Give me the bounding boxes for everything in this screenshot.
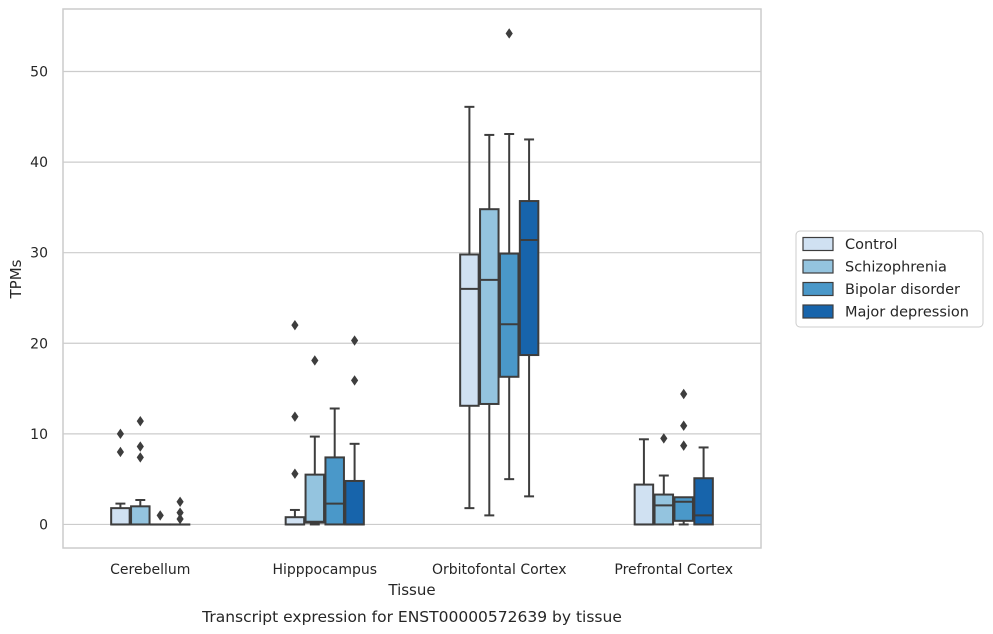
box-group [673, 388, 694, 526]
box-group [479, 133, 500, 517]
box-group [284, 319, 306, 526]
outlier-point [176, 496, 184, 507]
legend-label: Major depression [845, 305, 969, 321]
box-group [110, 428, 131, 526]
legend-swatch [802, 281, 834, 297]
legend-label: Bipolar disorder [845, 282, 960, 298]
y-axis-ticks: 0 10 20 30 40 50 [30, 65, 48, 534]
outlier-point [680, 388, 688, 400]
x-axis-ticks: Cerebellum Hipppocampus Orbitofontal Corte… [110, 562, 733, 578]
box-iqr [284, 516, 306, 526]
legend-swatch [802, 304, 834, 319]
box-iqr [653, 493, 675, 526]
box-group [693, 446, 714, 526]
outlier-point [291, 411, 299, 422]
outlier-point [311, 355, 319, 366]
box-iqr [130, 505, 151, 526]
box-group [498, 28, 520, 481]
x-tick-label: Hipppocampus [272, 562, 377, 578]
outlier-point [291, 319, 299, 331]
box-iqr [518, 200, 540, 357]
outlier-point [176, 513, 184, 525]
box-group [344, 335, 365, 526]
outlier-point [116, 428, 125, 440]
outlier-point [505, 28, 513, 39]
box-iqr [633, 483, 655, 526]
x-tick-label: Orbitofontal Cortex [432, 562, 567, 578]
outlier-point [176, 507, 184, 518]
x-tick-label: Prefrontal Cortex [614, 562, 733, 578]
box-group [633, 438, 655, 526]
box-group [324, 407, 345, 526]
y-axis-label: TPMs [7, 259, 25, 299]
box-group [149, 510, 171, 526]
outlier-point [156, 510, 164, 521]
outlier-point [350, 335, 359, 346]
box-group [130, 415, 151, 526]
box-iqr [459, 253, 480, 407]
y-tick-label: 0 [39, 517, 48, 533]
box-group [169, 496, 191, 526]
y-tick-label: 10 [30, 427, 48, 443]
x-tick-label: Cerebellum [110, 562, 190, 578]
outlier-point [680, 420, 688, 431]
outlier-point [136, 441, 144, 452]
box-iqr [110, 507, 131, 526]
outlier-point [136, 452, 144, 463]
box-iqr [673, 496, 694, 522]
outlier-point [136, 415, 144, 427]
box-group [518, 138, 540, 498]
box-iqr [304, 473, 326, 524]
x-axis-label: Tissue [387, 581, 435, 599]
outlier-point [350, 375, 359, 386]
box-group [459, 105, 480, 510]
y-tick-label: 40 [30, 155, 48, 171]
y-tick-label: 30 [30, 246, 48, 262]
boxes-layer [110, 28, 714, 526]
box-group [653, 433, 675, 526]
box-iqr [324, 456, 345, 526]
y-tick-label: 20 [30, 336, 48, 352]
y-tick-label: 50 [30, 65, 48, 81]
legend-label: Control [845, 237, 897, 253]
box-group [304, 355, 326, 526]
legend-label: Schizophrenia [845, 260, 947, 276]
plot-area [63, 9, 761, 548]
outlier-point [660, 433, 668, 444]
plot-frame [62, 8, 762, 549]
legend: Control Schizophrenia Bipolar disorder Majo… [795, 230, 984, 328]
box-iqr [693, 477, 714, 526]
legend-frame [795, 230, 984, 328]
legend-swatch [802, 259, 834, 274]
box-iqr [498, 252, 520, 378]
legend-swatch [802, 236, 834, 252]
outlier-point [291, 468, 299, 479]
box-iqr [344, 479, 365, 526]
outlier-point [680, 440, 688, 451]
outlier-point [116, 446, 125, 458]
figure-caption: Transcript expression for ENST0000057263… [201, 608, 622, 626]
box-iqr [479, 208, 500, 405]
